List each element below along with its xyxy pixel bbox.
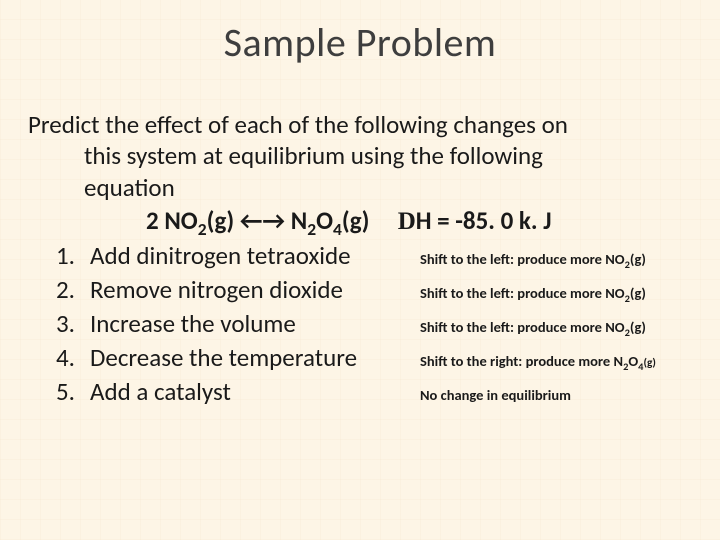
item-text: Remove nitrogen dioxide xyxy=(90,274,420,305)
list-item: 2. Remove nitrogen dioxide Shift to the … xyxy=(56,274,692,305)
slide-content: Predict the effect of each of the follow… xyxy=(0,67,720,407)
item-answer: Shift to the left: produce more NO2(g) xyxy=(420,278,646,302)
ans-prefix: Shift to the left: produce more NO xyxy=(420,284,625,302)
item-answer: Shift to the right: produce more N2O4(g) xyxy=(420,346,656,370)
equation: 2 NO2(g) ←→ N2O4(g) DH = -85. 0 k. J xyxy=(28,205,692,236)
list-item: 1. Add dinitrogen tetraoxide Shift to th… xyxy=(56,240,692,271)
eq-arrows: ←→ xyxy=(234,205,291,236)
prompt-line-3: equation xyxy=(28,172,692,203)
list-item: 5. Add a catalyst No change in equilibri… xyxy=(56,376,692,407)
list-item: 3. Increase the volume Shift to the left… xyxy=(56,308,692,339)
delta-symbol: D xyxy=(398,208,416,235)
prompt-line-1: Predict the effect of each of the follow… xyxy=(28,109,568,140)
item-answer: No change in equilibrium xyxy=(420,380,571,404)
ans-suffix: (g) xyxy=(630,284,646,302)
eq-sub3: 4 xyxy=(333,218,342,240)
item-number: 3. xyxy=(56,308,90,339)
item-number: 5. xyxy=(56,376,90,407)
item-number: 1. xyxy=(56,240,90,271)
ans-suffix: (g) xyxy=(630,318,646,336)
prompt-line-2: this system at equilibrium using the fol… xyxy=(28,140,692,171)
eq-gap xyxy=(369,205,397,236)
item-number: 4. xyxy=(56,342,90,373)
eq-prod-n: N xyxy=(291,205,307,236)
ans-mid: O xyxy=(628,352,638,370)
item-text: Add dinitrogen tetraoxide xyxy=(90,240,420,271)
item-answer: Shift to the left: produce more NO2(g) xyxy=(420,312,646,336)
eq-phase2: (g) xyxy=(342,205,370,236)
item-text: Decrease the temperature xyxy=(90,342,420,373)
eq-sub1: 2 xyxy=(198,218,207,240)
item-list: 1. Add dinitrogen tetraoxide Shift to th… xyxy=(28,240,692,407)
ans-suffix2: (g) xyxy=(643,356,655,370)
eq-sub2: 2 xyxy=(307,218,316,240)
item-text: Add a catalyst xyxy=(90,376,420,407)
ans-prefix: Shift to the right: produce more N xyxy=(420,352,623,370)
eq-reactant: 2 NO xyxy=(146,205,198,236)
page-title: Sample Problem xyxy=(0,0,720,67)
ans-prefix: Shift to the left: produce more NO xyxy=(420,250,625,268)
prompt-text: Predict the effect of each of the follow… xyxy=(28,109,692,203)
eq-dh: H = -85. 0 k. J xyxy=(416,205,552,236)
ans-plain: No change in equilibrium xyxy=(420,386,571,404)
item-answer: Shift to the left: produce more NO2(g) xyxy=(420,244,646,268)
ans-prefix: Shift to the left: produce more NO xyxy=(420,318,625,336)
eq-phase1: (g) xyxy=(207,205,235,236)
ans-suffix: (g) xyxy=(630,250,646,268)
eq-prod-o: O xyxy=(316,205,333,236)
item-number: 2. xyxy=(56,274,90,305)
list-item: 4. Decrease the temperature Shift to the… xyxy=(56,342,692,373)
item-text: Increase the volume xyxy=(90,308,420,339)
